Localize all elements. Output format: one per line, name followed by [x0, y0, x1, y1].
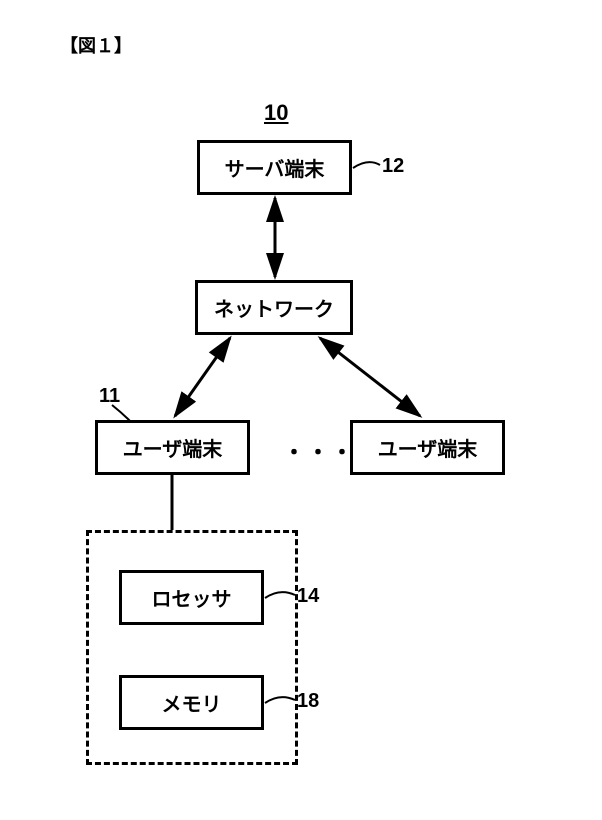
server-ref-label: 12 — [382, 155, 404, 178]
user-terminal-right-label: ユーザ端末 — [378, 433, 478, 462]
user-left-ref-label: 11 — [99, 385, 120, 408]
user-terminal-left-label: ユーザ端末 — [123, 433, 223, 462]
server-label: サーバ端末 — [225, 153, 325, 182]
memory-ref-label: 18 — [297, 690, 319, 713]
memory-node: メモリ — [119, 675, 264, 730]
network-label: ネットワーク — [214, 293, 334, 322]
server-node: サーバ端末 — [197, 140, 352, 195]
user-terminal-left-node: ユーザ端末 — [95, 420, 250, 475]
leader-server-ref — [353, 162, 380, 168]
processor-label: ロセッサ — [152, 583, 232, 612]
figure-caption: 【図１】 — [60, 32, 132, 58]
memory-label: メモリ — [162, 688, 222, 717]
edge-network-user-right — [320, 338, 420, 416]
system-id-label: 10 — [264, 100, 288, 126]
edge-network-user-left — [175, 338, 230, 416]
network-node: ネットワーク — [195, 280, 353, 335]
processor-ref-label: 14 — [297, 585, 319, 608]
user-terminal-right-node: ユーザ端末 — [350, 420, 505, 475]
ellipsis: ・・・ — [283, 435, 355, 467]
processor-node: ロセッサ — [119, 570, 264, 625]
